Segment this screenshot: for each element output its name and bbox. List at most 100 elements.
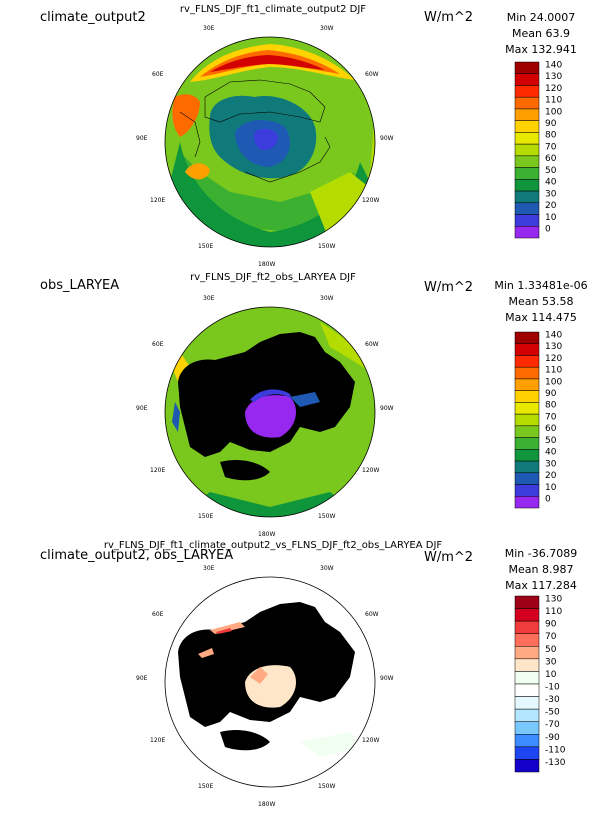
colorbar-swatch: [514, 179, 540, 192]
lon-label-120e: 120E: [150, 467, 165, 474]
lon-label-30w: 30W: [320, 25, 334, 32]
colorbar-tick-label: 30: [545, 189, 557, 199]
colorbar-swatch: [514, 108, 540, 121]
panel-difference: climate_output2, obs_LARYEA rv_FLNS_DJF_…: [0, 540, 606, 808]
lon-label-60e: 60E: [152, 611, 164, 618]
colorbar-swatch: [514, 496, 540, 509]
panel-label: climate_output2: [40, 10, 146, 25]
colorbar-swatch: [514, 214, 540, 227]
colorbar-swatch: [514, 460, 540, 474]
colorbar-swatch: [514, 96, 540, 110]
units-label: W/m^2: [424, 280, 474, 295]
stat-min: Min -36.7089: [504, 547, 578, 560]
colorbar-swatch: [514, 484, 540, 497]
colorbar-swatch: [514, 155, 540, 168]
colorbar-tick-label: 70: [545, 142, 557, 152]
colorbar-tick-label: 40: [545, 448, 557, 458]
lon-label-150e: 150E: [198, 513, 213, 520]
colorbar-tick-label: 20: [545, 471, 557, 481]
colorbar-tick-label: 30: [545, 459, 557, 469]
lon-label-120e: 120E: [150, 737, 165, 744]
colorbar-tick-label: -70: [545, 720, 560, 730]
colorbar-tick-label: 0: [545, 225, 551, 235]
colorbar-tick-label: -10: [545, 683, 560, 693]
colorbar-swatch: [514, 190, 540, 204]
colorbar-swatch: [514, 61, 540, 74]
colorbar-swatch: [514, 633, 540, 647]
panel-title: rv_FLNS_DJF_ft1_climate_output2_vs_FLNS_…: [103, 540, 443, 551]
stat-max: Max 117.284: [505, 579, 577, 592]
colorbar-swatch: [514, 595, 540, 609]
colorbar-tick-label: 50: [545, 645, 557, 655]
colorbar-tick-label: 50: [545, 436, 557, 446]
colorbar-tick-label: 140: [545, 330, 562, 340]
colorbar-swatch: [514, 120, 540, 133]
colorbar: 130 110 90 70 50 30 10 -10 -30 -50 -70 -90 -110 -130: [514, 595, 566, 773]
colorbar-tick-label: 140: [545, 60, 562, 70]
stat-max: Max 114.475: [505, 311, 577, 324]
colorbar-swatch: [514, 671, 540, 685]
lon-label-120e: 120E: [150, 197, 165, 204]
colorbar-tick-label: -110: [545, 745, 566, 755]
colorbar-tick-label: 110: [545, 607, 562, 617]
colorbar-swatch: [514, 402, 540, 415]
colorbar-swatch: [514, 343, 540, 356]
colorbar-swatch: [514, 721, 540, 735]
colorbar-swatch: [514, 355, 540, 368]
lon-label-60w: 60W: [365, 71, 379, 78]
colorbar-swatch: [514, 759, 540, 773]
colorbar-tick-label: 70: [545, 412, 557, 422]
colorbar-swatch: [514, 331, 540, 344]
colorbar-swatch: [514, 167, 540, 180]
colorbar-tick-label: 130: [545, 342, 562, 352]
colorbar-swatch: [514, 708, 540, 722]
colorbar-tick-label: -30: [545, 695, 560, 705]
colorbar-tick-label: 40: [545, 178, 557, 188]
colorbar-swatch: [514, 608, 540, 622]
lon-label-120w: 120W: [362, 737, 379, 744]
panel-label: obs_LARYEA: [40, 278, 120, 293]
polar-map: 30E 30W 60E 60W 90E 90W 120E 120W 150E 1…: [136, 565, 394, 808]
lon-label-90e: 90E: [136, 135, 148, 142]
lon-label-90e: 90E: [136, 405, 148, 412]
colorbar-swatch: [514, 696, 540, 710]
panel-climate-output2: climate_output2 rv_FLNS_DJF_ft1_climate_…: [0, 0, 606, 268]
units-label: W/m^2: [424, 550, 474, 565]
stat-max: Max 132.941: [505, 43, 577, 56]
colorbar-tick-label: 30: [545, 657, 557, 667]
colorbar-tick-label: 100: [545, 107, 562, 117]
colorbar-tick-label: 20: [545, 201, 557, 211]
colorbar-tick-label: 10: [545, 483, 557, 493]
colorbar-tick-label: 10: [545, 213, 557, 223]
colorbar-tick-label: -130: [545, 758, 566, 768]
lon-label-150e: 150E: [198, 243, 213, 250]
stats-box: Min 24.0007 Mean 63.9 Max 132.941: [486, 10, 596, 58]
lon-label-180w: 180W: [258, 531, 275, 538]
lon-label-90w: 90W: [380, 405, 394, 412]
colorbar-tick-label: 50: [545, 166, 557, 176]
lon-label-90w: 90W: [380, 675, 394, 682]
colorbar-swatch: [514, 226, 540, 239]
colorbar-swatch: [514, 646, 540, 660]
colorbar-swatch: [514, 437, 540, 450]
colorbar-tick-label: 110: [545, 366, 562, 376]
colorbar-tick-label: -50: [545, 708, 560, 718]
colorbar-swatch: [514, 202, 540, 215]
colorbar-tick-label: 10: [545, 670, 557, 680]
lon-label-150w: 150W: [318, 243, 335, 250]
polar-map: 30E 30W 60E 60W 90E 90W 120E 120W 150E 1…: [136, 295, 394, 538]
stats-box: Min -36.7089 Mean 8.987 Max 117.284: [486, 546, 596, 594]
colorbar-tick-label: 90: [545, 119, 557, 129]
lon-label-90w: 90W: [380, 135, 394, 142]
panel-title: rv_FLNS_DJF_ft2_obs_LARYEA DJF: [190, 272, 356, 283]
colorbar-tick-label: 100: [545, 377, 562, 387]
lon-label-150w: 150W: [318, 513, 335, 520]
lon-label-150e: 150E: [198, 783, 213, 790]
colorbar-swatch: [514, 620, 540, 634]
colorbar-tick-label: 130: [545, 72, 562, 82]
colorbar-tick-label: 80: [545, 131, 557, 141]
colorbar-tick-label: 60: [545, 424, 557, 434]
lon-label-60e: 60E: [152, 341, 164, 348]
colorbar-tick-label: 80: [545, 401, 557, 411]
